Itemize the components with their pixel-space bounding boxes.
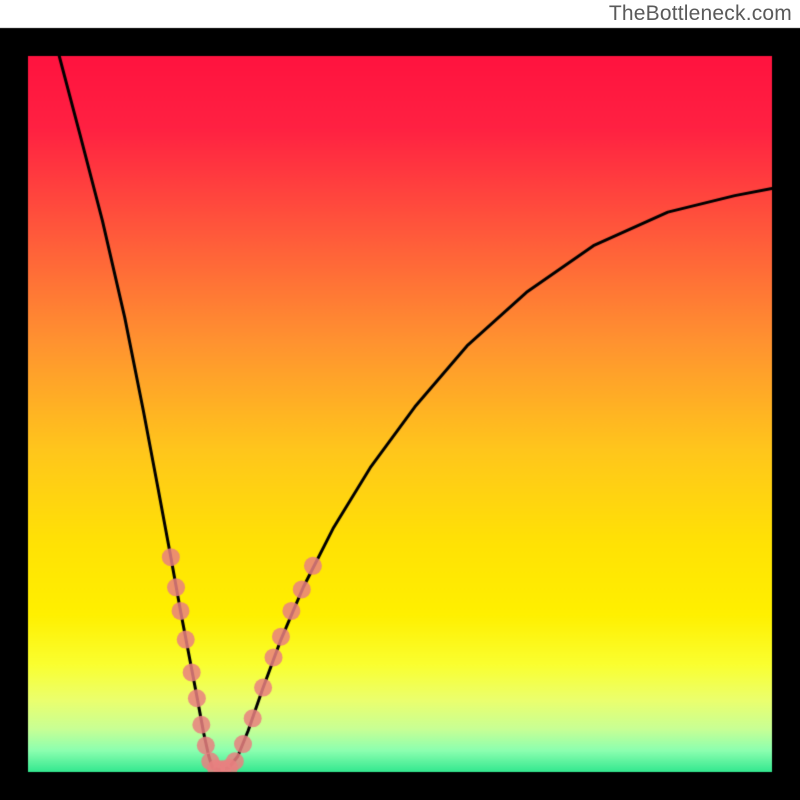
watermark-text: TheBottleneck.com — [609, 2, 792, 26]
bottleneck-curve-chart — [0, 0, 800, 800]
